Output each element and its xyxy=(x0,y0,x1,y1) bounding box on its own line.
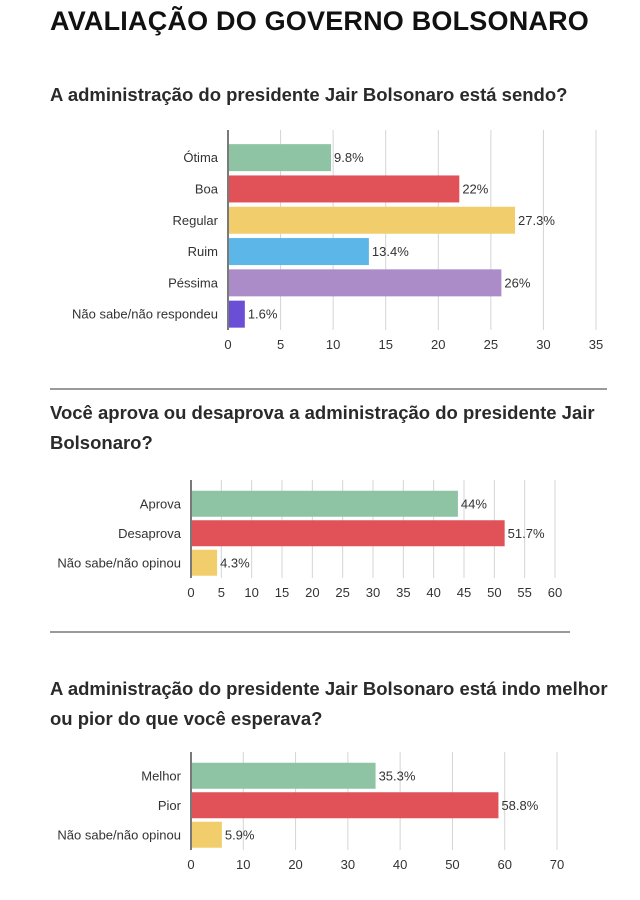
category-label: Pior xyxy=(158,798,182,813)
x-tick-label: 40 xyxy=(426,585,440,600)
page-title: AVALIAÇÃO DO GOVERNO BOLSONARO xyxy=(50,6,590,36)
category-label: Não sabe/não respondeu xyxy=(72,307,218,322)
divider xyxy=(50,388,607,390)
x-tick-label: 20 xyxy=(431,337,445,352)
value-label: 58.8% xyxy=(501,798,538,813)
x-tick-label: 15 xyxy=(275,585,289,600)
category-label: Ruim xyxy=(188,244,218,259)
category-label: Boa xyxy=(195,181,219,196)
bar xyxy=(229,175,460,203)
x-tick-label: 10 xyxy=(236,857,250,872)
bar xyxy=(229,269,502,297)
bar xyxy=(229,144,332,172)
bar xyxy=(192,549,218,576)
x-tick-label: 55 xyxy=(517,585,531,600)
x-tick-label: 50 xyxy=(445,857,459,872)
category-label: Ótima xyxy=(183,150,218,165)
bar xyxy=(192,762,376,789)
x-tick-label: 40 xyxy=(393,857,407,872)
bar xyxy=(229,206,516,234)
x-tick-label: 30 xyxy=(341,857,355,872)
category-label: Não sabe/não opinou xyxy=(57,827,181,842)
value-label: 4.3% xyxy=(220,555,250,570)
x-tick-label: 0 xyxy=(187,585,194,600)
x-tick-label: 25 xyxy=(335,585,349,600)
bar xyxy=(192,520,505,547)
category-label: Regular xyxy=(172,213,218,228)
x-tick-label: 35 xyxy=(396,585,410,600)
x-tick-label: 70 xyxy=(550,857,564,872)
x-tick-label: 20 xyxy=(305,585,319,600)
value-label: 27.3% xyxy=(518,213,555,228)
value-label: 51.7% xyxy=(508,526,545,541)
x-tick-label: 10 xyxy=(244,585,258,600)
x-tick-label: 45 xyxy=(457,585,471,600)
category-label: Melhor xyxy=(141,768,181,783)
x-tick-label: 20 xyxy=(288,857,302,872)
bar xyxy=(192,490,458,517)
x-tick-label: 30 xyxy=(536,337,550,352)
category-label: Não sabe/não opinou xyxy=(57,555,181,570)
bar xyxy=(192,821,222,848)
value-label: 1.6% xyxy=(248,307,278,322)
divider xyxy=(50,631,570,633)
value-label: 9.8% xyxy=(334,150,364,165)
bar xyxy=(192,792,499,819)
value-label: 26% xyxy=(504,275,530,290)
chart-1-title: A administração do presidente Jair Bolso… xyxy=(50,84,568,105)
x-tick-label: 15 xyxy=(378,337,392,352)
x-tick-label: 60 xyxy=(548,585,562,600)
x-tick-label: 5 xyxy=(218,585,225,600)
x-tick-label: 60 xyxy=(497,857,511,872)
chart-2-title: Você aprova ou desaprova a administração… xyxy=(50,402,595,453)
x-tick-label: 25 xyxy=(484,337,498,352)
chart-2: 0 5 10 15 20 25 30 35 40 45 50 55 60 Aprova 44% Desapro… xyxy=(57,480,562,600)
x-tick-label: 0 xyxy=(187,857,194,872)
bar xyxy=(229,238,369,266)
value-label: 5.9% xyxy=(225,827,255,842)
value-label: 35.3% xyxy=(379,768,416,783)
chart-3: 0 10 20 30 40 50 60 70 Melhor 35.3% Pior 58.8% Não s… xyxy=(57,752,564,872)
value-label: 22% xyxy=(462,181,488,196)
category-label: Péssima xyxy=(168,275,219,290)
x-tick-label: 0 xyxy=(224,337,231,352)
x-tick-label: 5 xyxy=(277,337,284,352)
x-tick-label: 10 xyxy=(326,337,340,352)
chart-3-title: A administração do presidente Jair Bolso… xyxy=(50,678,608,729)
category-label: Desaprova xyxy=(118,526,182,541)
chart-1: 0 5 10 15 20 25 30 35 Ótima 9.8% Boa 22% Regular 27.3… xyxy=(72,130,603,352)
value-label: 44% xyxy=(461,496,487,511)
category-label: Aprova xyxy=(140,496,182,511)
value-label: 13.4% xyxy=(372,244,409,259)
x-tick-label: 35 xyxy=(589,337,603,352)
bar xyxy=(229,300,245,328)
x-tick-label: 50 xyxy=(487,585,501,600)
x-tick-label: 30 xyxy=(366,585,380,600)
